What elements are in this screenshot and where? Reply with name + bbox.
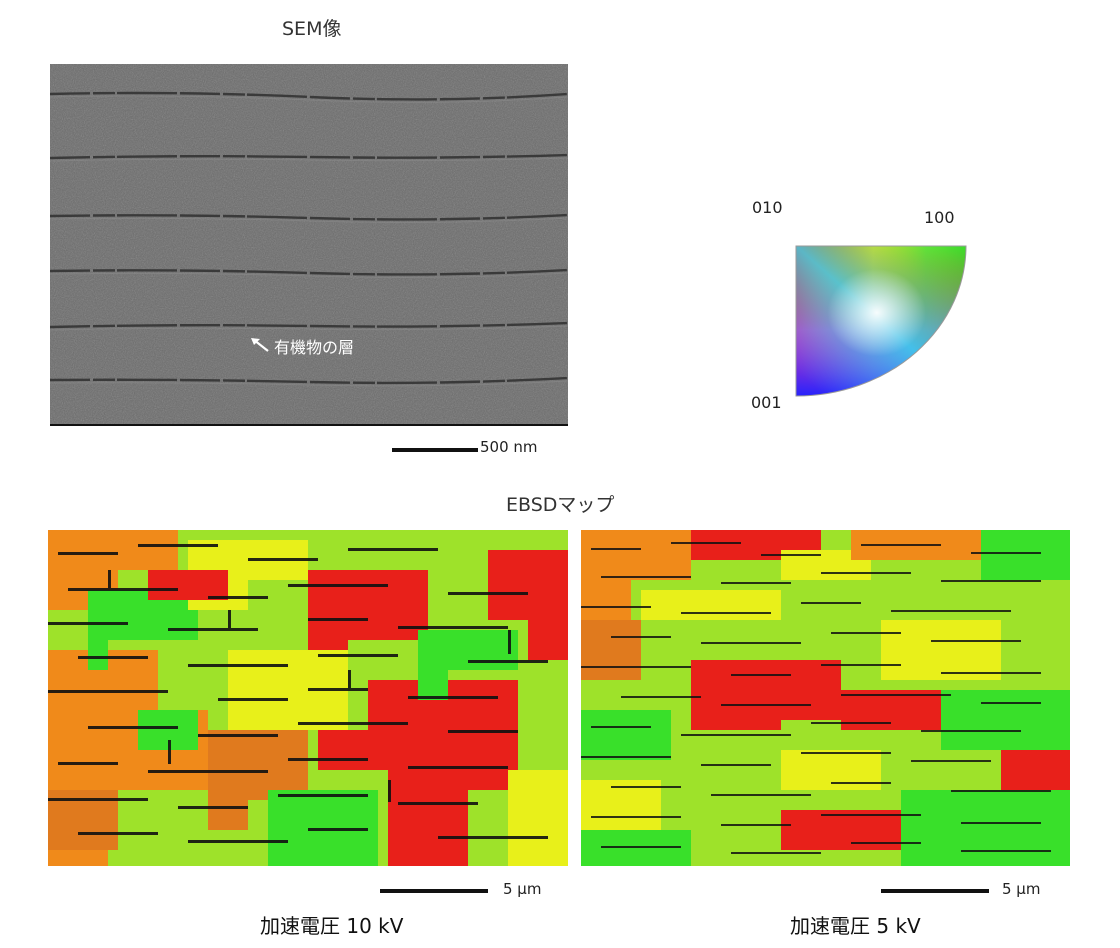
layer-line	[50, 91, 568, 101]
ipf-label-010: 010	[752, 198, 783, 217]
sem-micrograph	[50, 64, 568, 424]
ebsd-right-scale-label: 5 μm	[1002, 880, 1041, 898]
organic-layer-annotation: 有機物の層	[250, 334, 354, 358]
ebsd-title: EBSDマップ	[506, 494, 615, 516]
ebsd-left-scale-label: 5 μm	[503, 880, 542, 898]
layer-line	[50, 376, 568, 385]
sem-image	[50, 64, 568, 426]
ipf-label-001: 001	[751, 393, 782, 412]
sem-scale-bar	[392, 448, 478, 452]
layer-line	[50, 213, 568, 221]
ipf-color-key	[794, 244, 970, 400]
sem-scale-label: 500 nm	[480, 438, 538, 456]
caption-10kv: 加速電圧 10 kV	[260, 914, 404, 938]
ipf-label-100: 100	[924, 208, 955, 227]
ebsd-left-scale-bar	[380, 889, 488, 893]
sem-title: SEM像	[282, 18, 342, 40]
layer-line	[50, 268, 568, 276]
annotation-label: 有機物の層	[274, 338, 355, 357]
ebsd-map-10kv	[48, 530, 568, 866]
arrow-up-left-icon	[250, 337, 270, 355]
ebsd-right-scale-bar	[881, 889, 989, 893]
caption-5kv: 加速電圧 5 kV	[790, 914, 921, 938]
layer-line	[50, 153, 568, 160]
layer-line	[50, 321, 568, 329]
ebsd-map-5kv	[581, 530, 1070, 866]
